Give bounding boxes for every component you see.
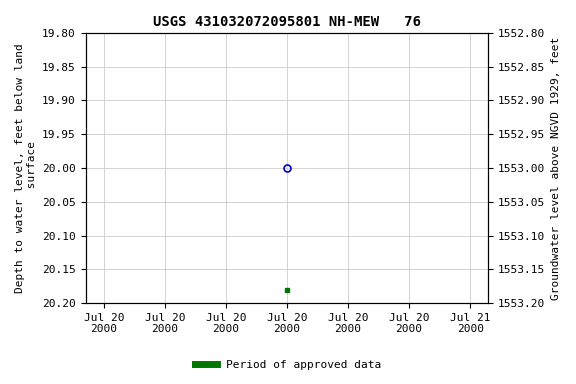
- Title: USGS 431032072095801 NH-MEW   76: USGS 431032072095801 NH-MEW 76: [153, 15, 421, 29]
- Y-axis label: Depth to water level, feet below land
 surface: Depth to water level, feet below land su…: [15, 43, 37, 293]
- Legend: Period of approved data: Period of approved data: [191, 356, 385, 375]
- Y-axis label: Groundwater level above NGVD 1929, feet: Groundwater level above NGVD 1929, feet: [551, 36, 561, 300]
